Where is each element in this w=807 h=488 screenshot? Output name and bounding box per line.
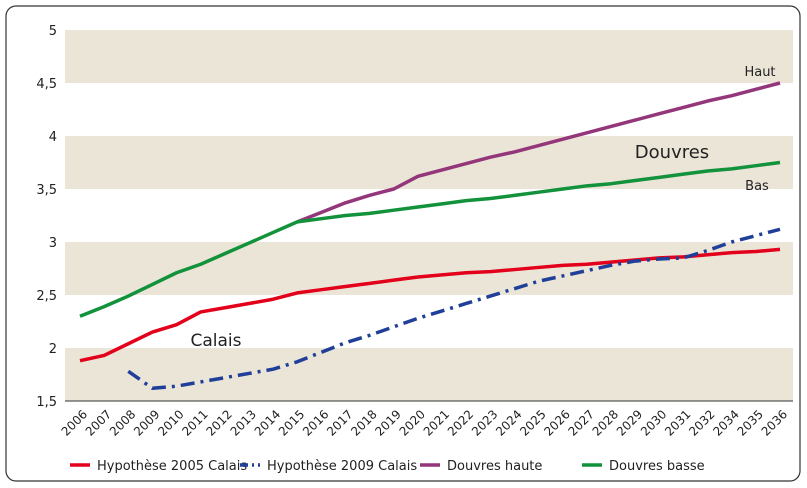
y-tick-label: 5 xyxy=(49,24,57,39)
annotation: Douvres xyxy=(635,142,709,163)
y-tick-label: 4,5 xyxy=(36,77,57,92)
y-tick-label: 4 xyxy=(49,130,57,145)
y-tick-label: 2,5 xyxy=(36,289,57,304)
y-tick-label: 3 xyxy=(49,236,57,251)
annotation: Haut xyxy=(744,65,775,80)
grid-band xyxy=(65,348,793,401)
legend-label: Hypothèse 2009 Calais xyxy=(267,459,417,474)
y-tick-label: 3,5 xyxy=(36,183,57,198)
grid-band xyxy=(65,242,793,295)
grid-band xyxy=(65,136,793,189)
grid-band xyxy=(65,30,793,83)
y-tick-label: 2 xyxy=(49,342,57,357)
legend-label: Douvres basse xyxy=(609,459,705,474)
y-tick-label: 1,5 xyxy=(36,395,57,410)
annotation: Bas xyxy=(745,179,769,194)
series-line xyxy=(79,160,781,318)
legend-label: Douvres haute xyxy=(447,459,542,474)
annotation: Calais xyxy=(190,331,241,351)
series-line xyxy=(296,81,781,224)
legend-label: Hypothèse 2005 Calais xyxy=(97,459,247,474)
